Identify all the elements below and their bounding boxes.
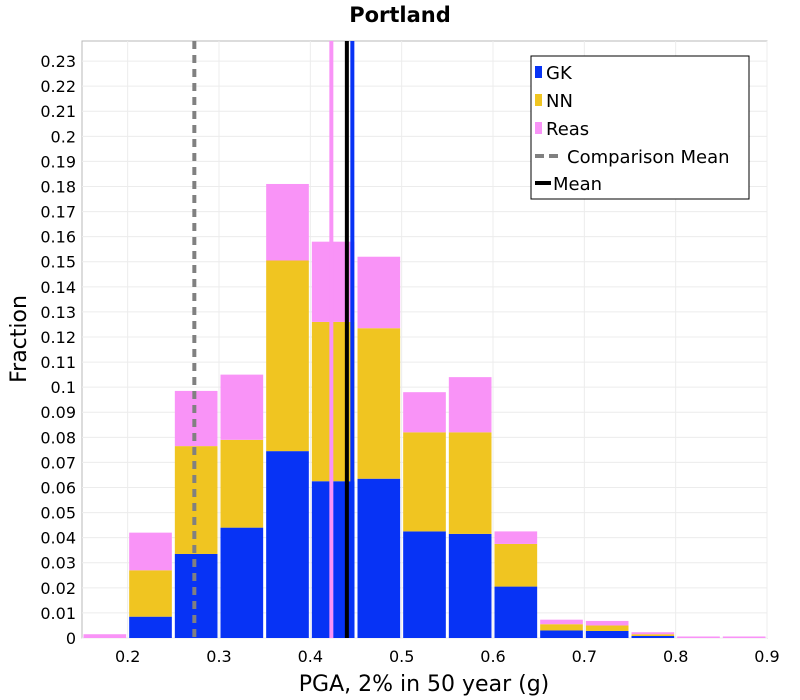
bar-gk-10 (540, 630, 583, 638)
legend-label-nn: NN (546, 91, 573, 112)
x-tick-label: 0.7 (572, 647, 597, 666)
bar-nn-6 (357, 328, 401, 479)
y-tick-label: 0.04 (40, 529, 76, 548)
x-tick-label: 0.6 (480, 647, 505, 666)
bar-nn-10 (540, 624, 583, 631)
y-tick-label: 0.13 (40, 303, 76, 322)
y-tick-label: 0.23 (40, 52, 76, 71)
bar-reas-8 (448, 377, 492, 433)
bar-gk-4 (266, 451, 309, 638)
y-tick-label: 0 (66, 629, 76, 648)
x-tick-label: 0.3 (206, 647, 231, 666)
y-tick-label: 0.2 (51, 127, 76, 146)
legend-swatch-nn (535, 94, 542, 106)
bar-nn-8 (448, 432, 492, 534)
bar-reas-4 (266, 183, 309, 261)
bar-nn-1 (129, 570, 172, 617)
legend-label-reas: Reas (546, 119, 589, 140)
legend-label-comparison-mean: Comparison Mean (567, 147, 730, 168)
y-tick-label: 0.09 (40, 403, 76, 422)
x-axis-label: PGA, 2% in 50 year (g) (299, 672, 550, 697)
bar-nn-3 (220, 439, 264, 528)
y-tick-label: 0.05 (40, 504, 76, 523)
y-tick-label: 0.11 (40, 353, 76, 372)
x-tick-label: 0.2 (115, 647, 140, 666)
bar-reas-6 (357, 256, 401, 329)
y-tick-label: 0.21 (40, 102, 76, 121)
bar-reas-10 (540, 619, 583, 625)
bar-reas-7 (403, 392, 446, 433)
y-tick-label: 0.15 (40, 253, 76, 272)
y-tick-labels: 0 0.01 0.02 0.03 0.04 0.05 0.06 0.07 0.08 0.09 0.1… (40, 52, 76, 648)
y-tick-label: 0.1 (51, 378, 76, 397)
bar-gk-12 (631, 635, 675, 638)
legend-swatch-reas (535, 122, 542, 134)
x-tick-label: 0.9 (754, 647, 779, 666)
x-tick-label: 0.5 (389, 647, 414, 666)
bar-reas-13 (677, 636, 720, 638)
bar-nn-11 (585, 625, 629, 631)
legend-label-mean: Mean (553, 174, 602, 195)
bar-gk-3 (220, 527, 264, 638)
y-tick-label: 0.07 (40, 453, 76, 472)
bar-gk-7 (403, 531, 446, 638)
bar-nn-7 (403, 432, 446, 532)
bar-reas-9 (494, 531, 538, 544)
bar-gk-9 (494, 586, 538, 638)
bar-gk-2 (174, 553, 218, 638)
bar-gk-1 (129, 616, 172, 638)
mean-lines (192, 41, 355, 638)
y-tick-label: 0.17 (40, 203, 76, 222)
bar-reas-12 (631, 632, 675, 635)
legend-swatch-gk (535, 66, 542, 78)
bar-gk-6 (357, 478, 401, 638)
x-tick-label: 0.8 (663, 647, 688, 666)
y-tick-label: 0.22 (40, 77, 76, 96)
bar-reas-1 (129, 532, 172, 571)
y-tick-label: 0.06 (40, 478, 76, 497)
y-tick-label: 0.08 (40, 428, 76, 447)
y-tick-label: 0.12 (40, 328, 76, 347)
bar-reas-11 (585, 620, 629, 626)
bar-reas-3 (220, 374, 264, 440)
y-tick-label: 0.18 (40, 177, 76, 196)
chart-title: Portland (349, 3, 451, 27)
y-tick-label: 0.14 (40, 278, 76, 297)
legend-label-gk: GK (546, 63, 573, 84)
y-tick-label: 0.19 (40, 152, 76, 171)
bar-gk-11 (585, 630, 629, 638)
bar-nn-9 (494, 543, 538, 587)
y-tick-label: 0.03 (40, 554, 76, 573)
legend: GK NN Reas Comparison Mean Mean (530, 55, 750, 200)
bar-gk-8 (448, 533, 492, 638)
bar-reas-0 (83, 634, 127, 638)
bars (83, 183, 766, 638)
y-axis-label: Fraction (7, 295, 32, 383)
x-tick-label: 0.4 (298, 647, 323, 666)
legend-box (530, 55, 750, 200)
y-tick-label: 0.16 (40, 228, 76, 247)
y-tick-label: 0.02 (40, 579, 76, 598)
bar-nn-12 (631, 634, 675, 636)
bar-reas-14 (722, 636, 766, 638)
x-tick-labels: 0.2 0.3 0.4 0.5 0.6 0.7 0.8 0.9 (115, 647, 780, 666)
y-tick-label: 0.01 (40, 604, 76, 623)
bar-nn-4 (266, 260, 309, 452)
